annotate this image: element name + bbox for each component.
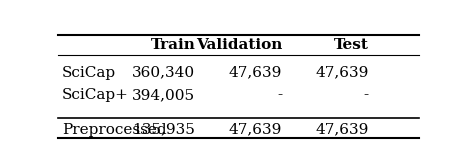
Text: Test: Test (334, 38, 369, 52)
Text: -: - (364, 88, 369, 102)
Text: SciCap+: SciCap+ (62, 88, 129, 102)
Text: 47,639: 47,639 (229, 123, 282, 137)
Text: 47,639: 47,639 (315, 66, 369, 80)
Text: -: - (277, 88, 282, 102)
Text: 394,005: 394,005 (132, 88, 196, 102)
Text: Validation: Validation (196, 38, 282, 52)
Text: SciCap: SciCap (62, 66, 116, 80)
Text: 47,639: 47,639 (315, 123, 369, 137)
Text: 135,935: 135,935 (133, 123, 196, 137)
Text: Preprocessed: Preprocessed (62, 123, 166, 137)
Text: 47,639: 47,639 (229, 66, 282, 80)
Text: Train: Train (151, 38, 196, 52)
Text: 360,340: 360,340 (132, 66, 196, 80)
